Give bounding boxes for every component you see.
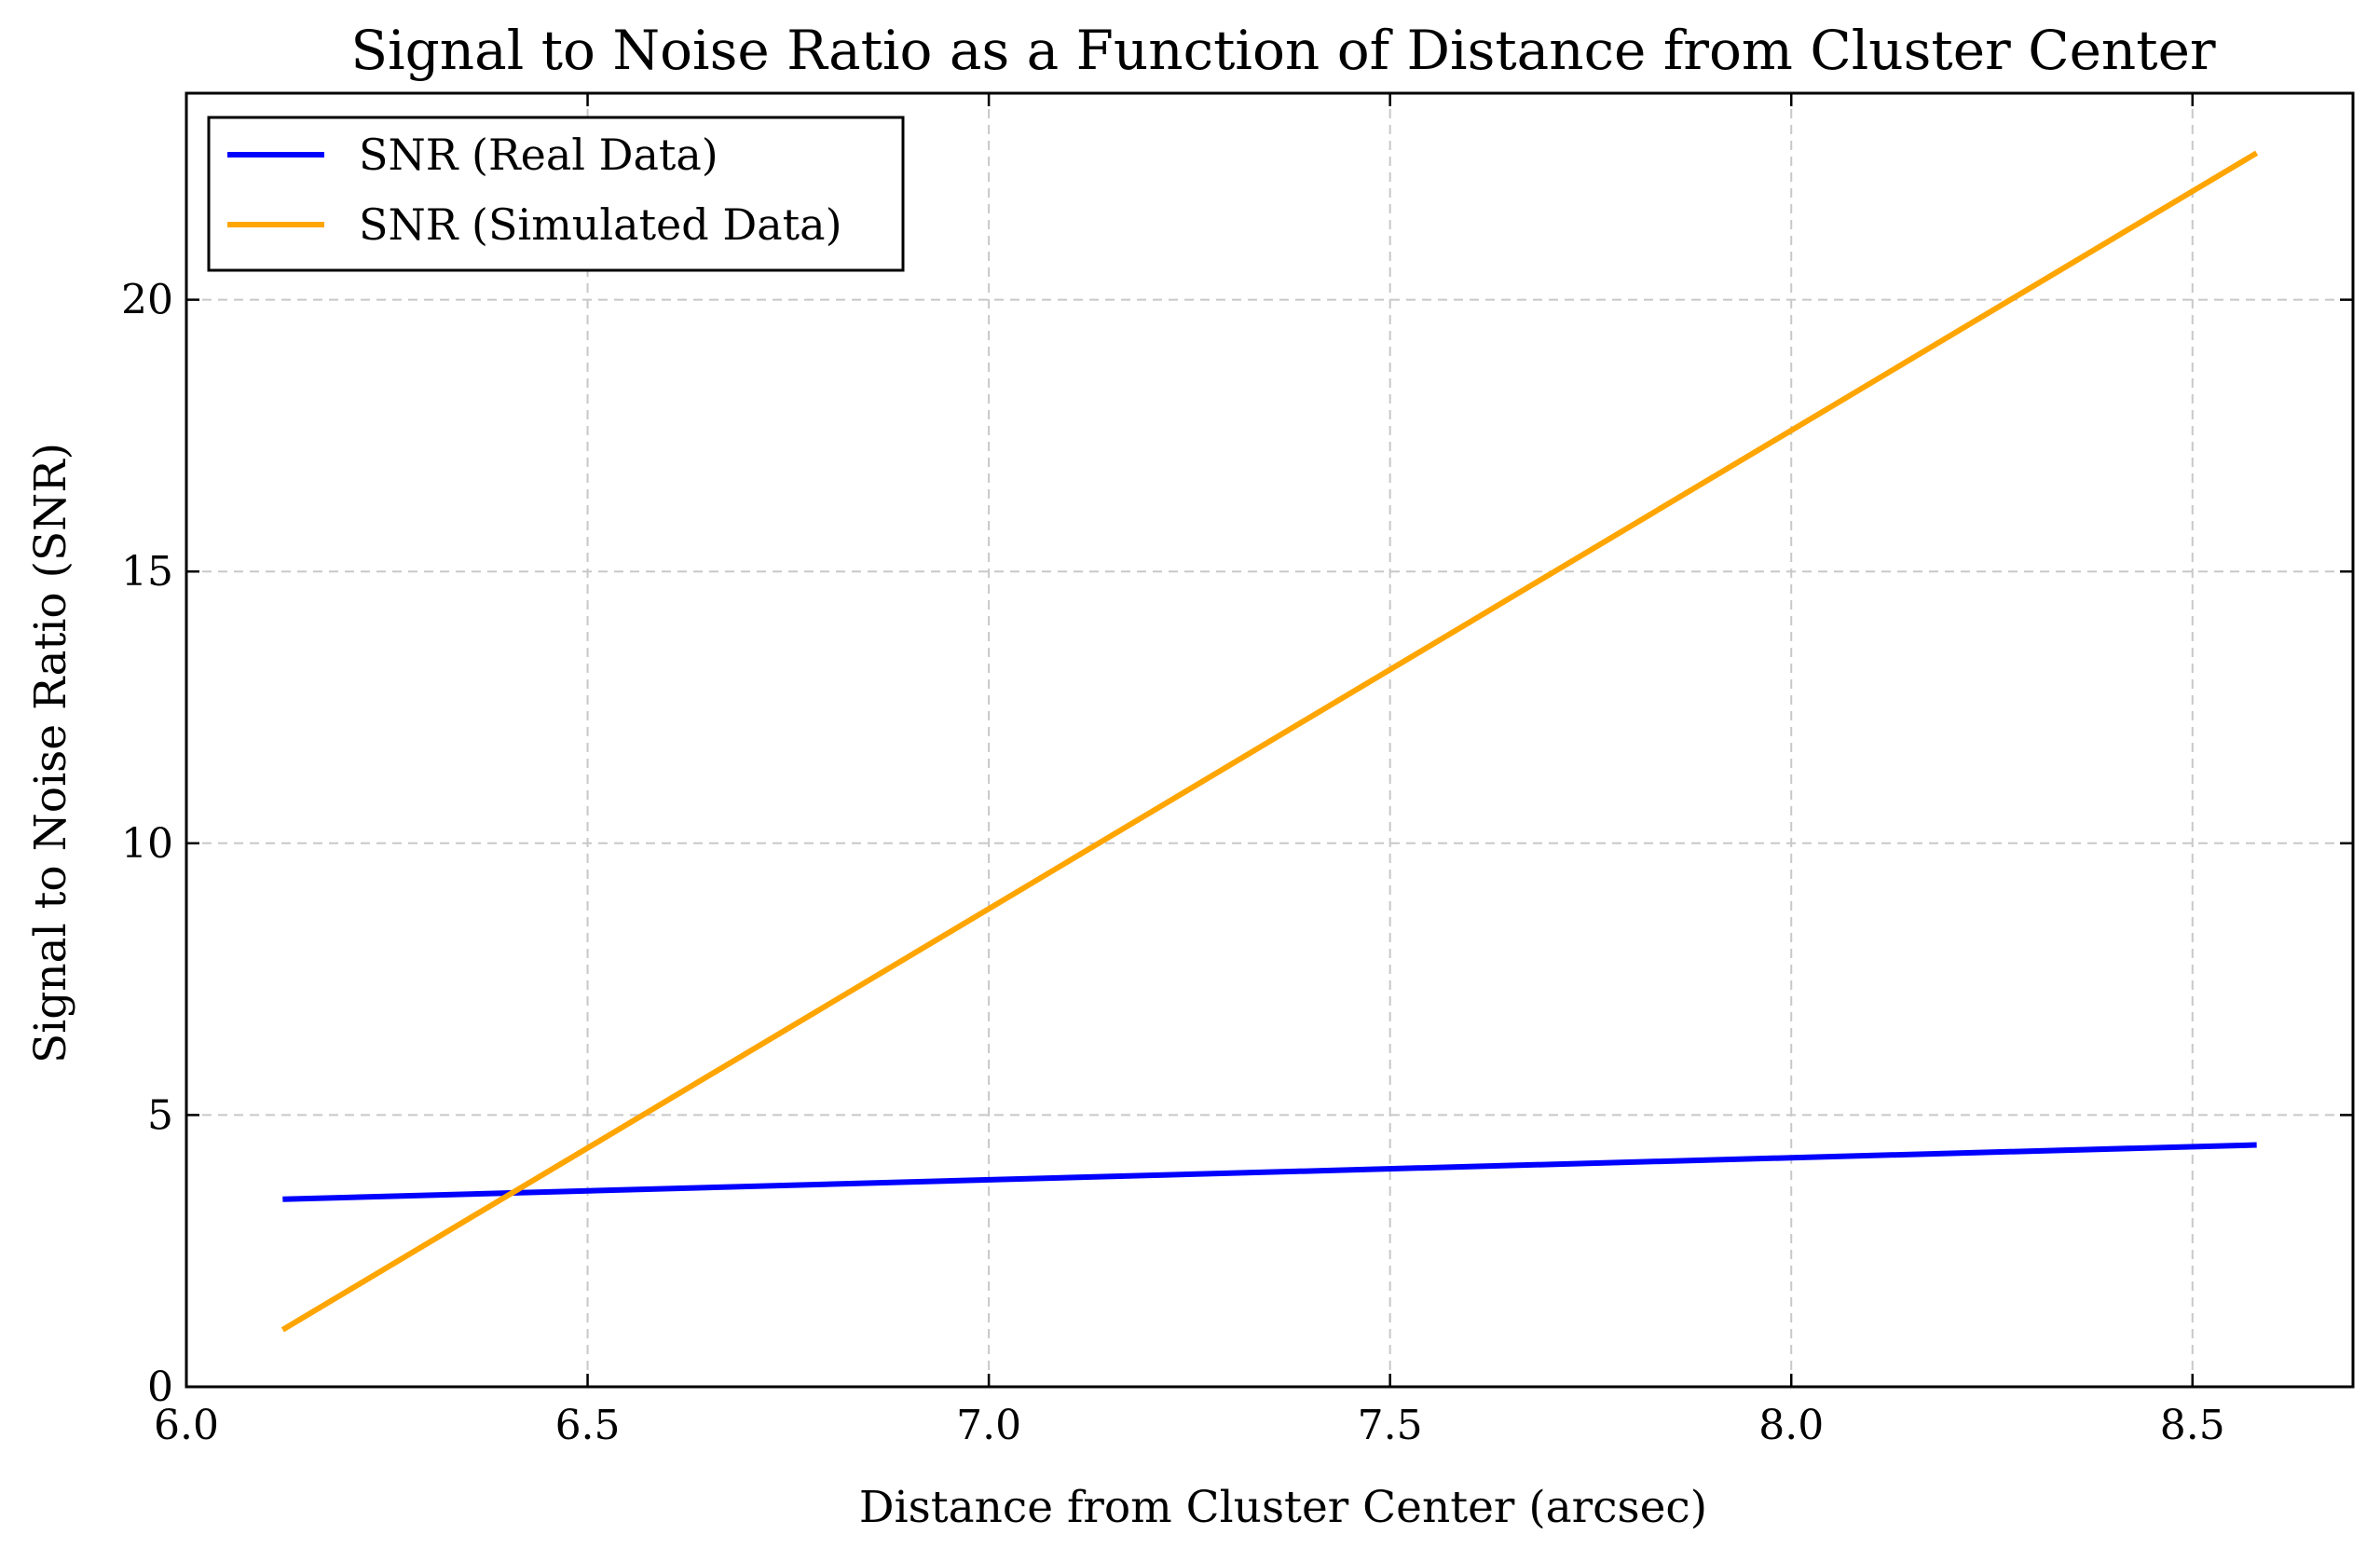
- legend-label-simulated-data: SNR (Simulated Data): [359, 199, 842, 250]
- x-axis-label: Distance from Cluster Center (arcsec): [859, 1482, 1707, 1533]
- x-tick-label: 7.0: [956, 1402, 1021, 1449]
- plot-area-frame: [185, 91, 2355, 1389]
- y-tick-label: 0: [147, 1363, 173, 1411]
- axis-ticks: 6.0 6.5 7.0 7.5 8.0 8.5 0 5 10 15 20: [121, 93, 2353, 1449]
- data-series: [280, 150, 2259, 1333]
- y-axis-label: Signal to Noise Ratio (SNR): [25, 443, 76, 1063]
- x-tick-label: 8.5: [2160, 1402, 2225, 1449]
- y-tick-label: 5: [147, 1091, 173, 1139]
- y-tick-label: 10: [121, 820, 173, 868]
- y-tick-label: 20: [121, 277, 173, 324]
- x-tick-label: 8.0: [1758, 1402, 1824, 1449]
- series-line-simulated-data: [280, 150, 2259, 1333]
- x-tick-label: 6.0: [154, 1402, 219, 1449]
- x-tick-label: 7.5: [1358, 1402, 1423, 1449]
- y-tick-label: 15: [121, 548, 173, 596]
- legend-label-real-data: SNR (Real Data): [359, 130, 718, 180]
- legend: SNR (Real Data) SNR (Simulated Data): [207, 116, 905, 272]
- legend-box: [207, 116, 905, 272]
- series-line-real-data: [282, 1142, 2257, 1202]
- chart-title: Signal to Noise Ratio as a Function of D…: [350, 19, 2216, 82]
- x-tick-label: 6.5: [555, 1402, 621, 1449]
